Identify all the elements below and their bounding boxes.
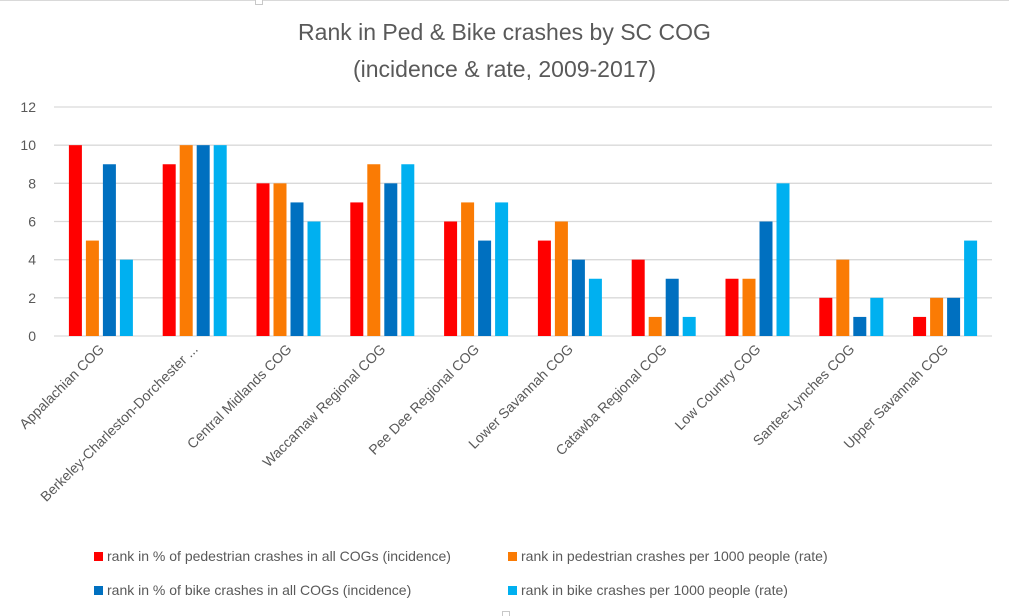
bar [930,297,944,336]
x-tick-label: Lower Savannah COG [465,341,576,452]
chart-frame-border [0,0,1009,1]
x-tick-label: Low Country COG [671,341,763,433]
bar [478,240,492,336]
y-tick-label: 2 [28,290,36,306]
x-tick-label: Appalachian COG [16,341,107,432]
bar [537,240,551,336]
bar [384,183,398,336]
legend-swatch [508,551,517,561]
y-tick-label: 4 [28,252,36,268]
bar [913,316,927,336]
bar [162,164,176,336]
bar [102,164,116,336]
bar [401,164,415,336]
bar [648,316,662,336]
legend-item: rank in % of pedestrian crashes in all C… [94,548,451,564]
y-tick-label: 0 [28,328,36,344]
legend-item: rank in % of bike crashes in all COGs (i… [94,582,411,598]
legend-swatch [94,551,103,561]
bar [964,240,978,336]
bar [273,183,287,336]
bar [836,259,850,336]
x-tick-label: Santee-Lynches COG [750,341,858,449]
chart-title: Rank in Ped & Bike crashes by SC COG [298,19,711,45]
bar [290,202,304,336]
legend-item: rank in bike crashes per 1000 people (ra… [508,582,788,598]
legend-label: rank in pedestrian crashes per 1000 peop… [521,548,828,564]
bar [495,202,509,336]
bar [742,278,756,336]
x-tick-label: Central Midlands COG [184,341,295,452]
bar [725,278,739,336]
bar [213,145,227,336]
bar [256,183,270,336]
bar [119,259,133,336]
bar [759,221,773,336]
bar [179,145,193,336]
bar [367,164,381,336]
resize-handle-top[interactable] [255,0,263,5]
bar [196,145,210,336]
legend-swatch [508,585,517,595]
bar [776,183,790,336]
y-tick-label: 12 [20,99,36,115]
y-tick-label: 6 [28,214,36,230]
legend-label: rank in bike crashes per 1000 people (ra… [521,582,788,598]
bar [819,297,833,336]
bar [947,297,961,336]
bar [682,316,696,336]
bar [588,278,602,336]
x-tick-label: Berkeley-Charleston-Dorchester ... [37,341,201,505]
y-tick-label: 10 [20,137,36,153]
bar [631,259,645,336]
bar [853,316,867,336]
bar [461,202,475,336]
bar [85,240,99,336]
bar [665,278,679,336]
legend-label: rank in % of bike crashes in all COGs (i… [107,582,412,598]
legend-item: rank in pedestrian crashes per 1000 peop… [508,548,828,564]
bar [444,221,458,336]
y-tick-label: 8 [28,175,36,191]
legend-swatch [94,585,103,595]
bar [870,297,884,336]
bar [307,221,321,336]
bar [350,202,364,336]
resize-handle-bottom[interactable] [502,611,510,616]
x-tick-label: Catawba Regional COG [552,341,670,459]
bar [68,145,82,336]
bar [554,221,568,336]
legend-label: rank in % of pedestrian crashes in all C… [107,548,451,564]
bar [571,259,585,336]
chart-subtitle: (incidence & rate, 2009-2017) [352,56,657,82]
x-tick-label: Upper Savannah COG [840,341,951,452]
